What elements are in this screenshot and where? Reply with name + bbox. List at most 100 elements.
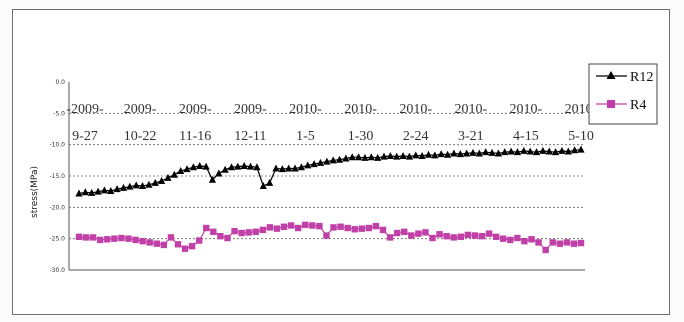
data-point-r4 xyxy=(280,223,288,230)
data-point-r4 xyxy=(457,233,465,240)
data-point-r12 xyxy=(399,151,407,159)
legend-label-r12: R12 xyxy=(630,70,653,85)
data-point-r4 xyxy=(337,223,344,230)
data-point-r4 xyxy=(521,237,528,245)
data-point-r12 xyxy=(456,150,464,158)
data-point-r12 xyxy=(88,188,96,196)
data-point-r4 xyxy=(153,240,160,247)
data-point-r12 xyxy=(164,173,172,181)
y-tick-label: -25.0 xyxy=(49,236,65,243)
x-tick-date: 10-22 xyxy=(124,129,157,144)
data-point-r4 xyxy=(323,232,330,239)
data-point-r12 xyxy=(482,148,490,156)
data-point-r4 xyxy=(351,226,358,233)
data-point-r4 xyxy=(266,224,274,231)
data-point-r4 xyxy=(146,239,153,246)
x-tick-year: 2009- xyxy=(234,102,267,117)
data-point-r4 xyxy=(507,236,514,244)
data-point-r4 xyxy=(393,229,401,237)
data-point-r12 xyxy=(151,178,159,186)
data-point-r4 xyxy=(365,224,373,232)
data-point-r4 xyxy=(436,231,443,238)
data-point-r4 xyxy=(287,222,295,229)
x-tick-year: 2010- xyxy=(289,102,322,117)
data-point-r12 xyxy=(551,148,560,156)
data-point-r4 xyxy=(422,229,429,236)
y-axis-label: stress(MPa) xyxy=(30,166,40,218)
y-tick-label: 0.0 xyxy=(55,79,65,86)
data-point-r4 xyxy=(500,235,507,242)
data-point-r4 xyxy=(492,233,500,240)
data-point-r12 xyxy=(107,187,115,195)
data-point-r12 xyxy=(138,182,147,190)
data-point-r12 xyxy=(571,146,579,154)
data-point-r12 xyxy=(507,147,515,155)
data-point-r4 xyxy=(97,236,104,244)
data-point-r4 xyxy=(309,222,316,229)
legend: R12 R4 xyxy=(588,63,658,125)
data-point-r4 xyxy=(294,224,302,232)
data-point-r4 xyxy=(316,222,323,230)
data-point-r4 xyxy=(443,232,450,240)
data-point-r12 xyxy=(335,155,344,163)
data-point-r12 xyxy=(412,151,420,159)
data-point-r4 xyxy=(302,221,309,229)
data-point-r4 xyxy=(358,225,366,232)
legend-marker-r4 xyxy=(607,100,615,108)
x-tick-date: 2-24 xyxy=(403,129,429,144)
x-tick-date: 4-15 xyxy=(513,129,539,144)
x-tick-date: 11-16 xyxy=(179,129,211,144)
data-point-r4 xyxy=(372,222,380,230)
data-point-r12 xyxy=(418,151,426,159)
legend-marker-r12 xyxy=(606,71,616,79)
data-point-r12 xyxy=(545,147,553,155)
x-tick-year: 2009- xyxy=(124,102,157,117)
x-tick-date: 1-30 xyxy=(348,129,374,144)
data-point-r12 xyxy=(526,147,534,155)
data-point-r4 xyxy=(514,234,521,242)
data-point-r4 xyxy=(238,229,245,237)
x-tick-date: 12-11 xyxy=(234,129,266,144)
legend-box xyxy=(588,63,658,125)
data-point-r12 xyxy=(170,170,178,178)
data-point-r4 xyxy=(252,228,259,235)
y-tick-label: -20.0 xyxy=(49,204,65,211)
x-tick-year: 2010- xyxy=(344,102,377,117)
x-tick-date: 3-21 xyxy=(458,129,484,144)
data-point-r12 xyxy=(278,165,286,173)
data-point-r4 xyxy=(401,228,408,235)
data-point-r12 xyxy=(266,178,274,186)
data-point-r4 xyxy=(535,239,542,246)
data-point-r4 xyxy=(132,236,139,244)
data-point-r4 xyxy=(174,241,182,248)
y-tick-label: -15.0 xyxy=(49,173,65,180)
data-point-r12 xyxy=(227,163,236,171)
data-point-r12 xyxy=(539,146,547,154)
data-point-r12 xyxy=(558,146,566,154)
data-point-r12 xyxy=(208,175,217,183)
data-point-r4 xyxy=(82,234,90,241)
data-point-r4 xyxy=(181,245,189,252)
data-point-r4 xyxy=(485,230,493,237)
data-point-r4 xyxy=(429,234,436,242)
x-tick-date: 9-27 xyxy=(72,129,98,144)
data-point-r12 xyxy=(329,156,337,164)
data-point-r12 xyxy=(380,152,388,160)
data-point-r12 xyxy=(532,148,541,156)
data-point-r4 xyxy=(231,227,238,235)
data-point-r4 xyxy=(471,232,479,239)
data-point-r4 xyxy=(217,232,224,240)
data-point-r12 xyxy=(291,164,299,172)
x-tick-year: -2009- xyxy=(66,102,104,117)
data-point-r12 xyxy=(386,151,394,159)
data-point-r12 xyxy=(393,152,401,160)
data-point-r12 xyxy=(234,162,242,170)
data-point-r4 xyxy=(111,235,118,242)
data-point-r4 xyxy=(160,241,168,249)
data-point-r12 xyxy=(113,185,121,193)
y-tick-label: -5.0 xyxy=(53,110,65,117)
y-tick-label: -10.0 xyxy=(49,142,65,149)
data-point-r4 xyxy=(139,237,146,245)
data-point-r4 xyxy=(478,232,486,240)
data-point-r4 xyxy=(259,226,267,234)
